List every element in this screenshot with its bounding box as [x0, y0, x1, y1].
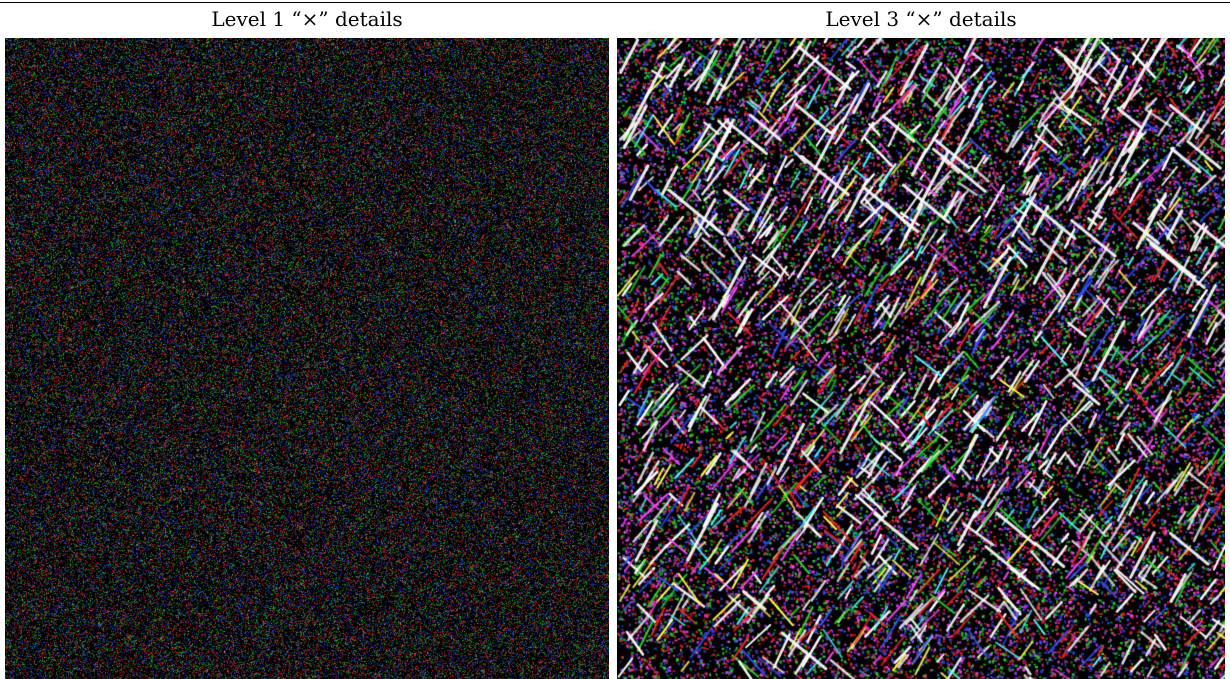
panel-title: Level 1 “×” details: [211, 7, 403, 31]
top-rule: [0, 2, 1230, 3]
level-3-details-image: [617, 38, 1225, 679]
panel-title: Level 3 “×” details: [825, 7, 1017, 31]
level-1-details-image: [5, 38, 609, 679]
